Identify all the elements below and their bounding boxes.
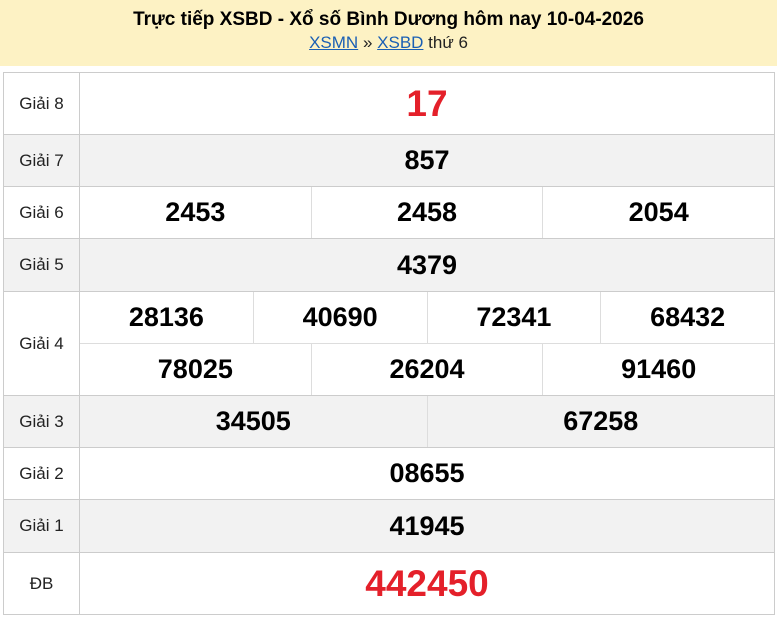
- prize-number: 67258: [426, 396, 775, 447]
- prize-number: 08655: [389, 458, 465, 488]
- prize-subrow: 34505 67258: [80, 396, 774, 447]
- prize-row: ĐB 442450: [4, 553, 774, 615]
- prize-number: 2054: [542, 187, 774, 238]
- prize-row: Giải 7 857: [4, 135, 774, 187]
- prize-subrow: 78025 26204 91460: [80, 343, 774, 395]
- prize-values: 17: [80, 73, 774, 134]
- prize-number: 34505: [215, 406, 291, 436]
- prize-number: 68432: [600, 292, 774, 343]
- prize-number: 40690: [252, 292, 427, 343]
- prize-values: 34505 67258: [80, 396, 774, 447]
- prize-row: Giải 6 2453 2458 2054: [4, 187, 774, 239]
- prize-number: 2458: [310, 187, 543, 238]
- results-table: Giải 8 17 Giải 7 857 Giải 6 2453 2458 2054 Giải …: [3, 72, 775, 615]
- prize-subrow: 28136 40690 72341 68432: [80, 292, 774, 343]
- prize-subrow: 2453 2458 2054: [80, 187, 774, 238]
- prize-values: 2453 2458 2054: [80, 187, 774, 238]
- weekday: thứ 6: [428, 33, 468, 52]
- prize-values: 857: [80, 135, 774, 186]
- prize-subrow: 4379: [80, 239, 774, 291]
- prize-label: Giải 3: [4, 396, 80, 447]
- prize-subrow: 17: [80, 73, 774, 134]
- prize-number: 41945: [389, 510, 465, 541]
- prize-number: 72341: [426, 292, 601, 343]
- prize-values: 4379: [80, 239, 774, 291]
- prize-label: ĐB: [4, 553, 80, 614]
- prize-subrow: 857: [80, 135, 774, 186]
- prize-values: 442450: [80, 553, 774, 614]
- prize-label: Giải 5: [4, 239, 80, 291]
- prize-row: Giải 1 41945: [4, 500, 774, 553]
- prize-values: 41945: [80, 500, 774, 552]
- prize-values: 28136 40690 72341 68432 78025 26204 91460: [80, 292, 774, 395]
- breadcrumb-separator: »: [362, 33, 373, 52]
- xsmn-link[interactable]: XSMN: [309, 33, 359, 52]
- prize-number: 4379: [396, 249, 458, 280]
- page-title: Trực tiếp XSBD - Xổ số Bình Dương hôm na…: [133, 9, 644, 30]
- prize-label: Giải 1: [4, 500, 80, 552]
- prize-subrow: 41945: [80, 500, 774, 552]
- breadcrumb: XSMN » XSBD thứ 6: [0, 32, 777, 54]
- prize-number: 857: [404, 145, 450, 175]
- prize-values: 08655: [80, 448, 774, 499]
- prize-label: Giải 2: [4, 448, 80, 499]
- prize-number: 78025: [157, 354, 233, 384]
- prize-label: Giải 4: [4, 292, 80, 395]
- prize-number: 91460: [542, 344, 774, 395]
- prize-label: Giải 6: [4, 187, 80, 238]
- prize-subrow: 08655: [80, 448, 774, 499]
- prize-row: Giải 4 28136 40690 72341 68432 78025 26204 9146…: [4, 292, 774, 396]
- prize-row: Giải 8 17: [4, 73, 774, 135]
- prize-number: 442450: [365, 562, 489, 604]
- xsbd-link[interactable]: XSBD: [377, 33, 424, 52]
- prize-subrow: 442450: [80, 553, 774, 614]
- prize-number: 2453: [165, 197, 226, 227]
- prize-row: Giải 2 08655: [4, 448, 774, 500]
- prize-number: 17: [406, 82, 448, 124]
- prize-label: Giải 7: [4, 135, 80, 186]
- page-header: Trực tiếp XSBD - Xổ số Bình Dương hôm na…: [0, 0, 777, 66]
- prize-label: Giải 8: [4, 73, 80, 134]
- prize-row: Giải 3 34505 67258: [4, 396, 774, 448]
- prize-number: 28136: [128, 302, 204, 332]
- prize-number: 26204: [310, 344, 543, 395]
- prize-row: Giải 5 4379: [4, 239, 774, 292]
